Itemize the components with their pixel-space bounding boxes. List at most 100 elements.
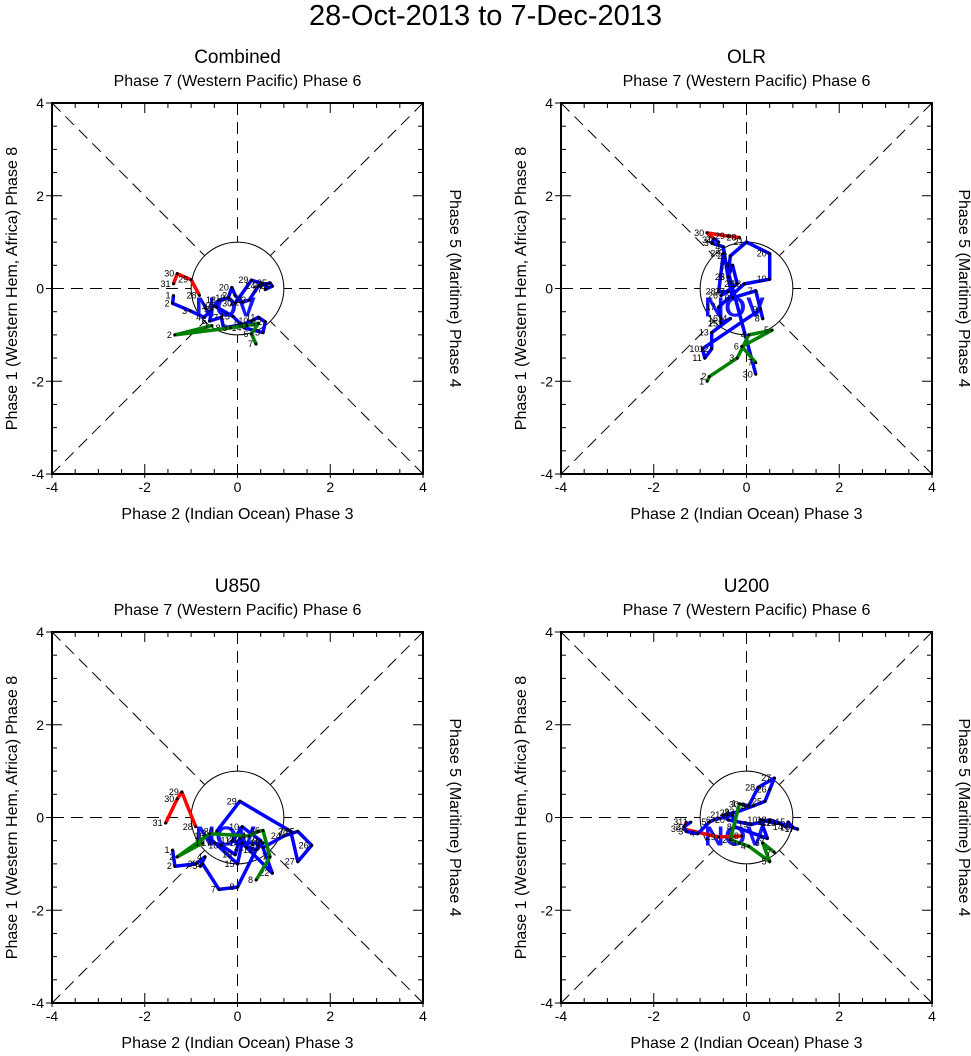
day-label: 16 [708,314,718,324]
data-point [756,785,760,789]
circle-fill [191,242,284,335]
day-label: 28 [729,831,739,841]
day-label: 6 [725,293,730,303]
day-label: 13 [250,328,260,338]
day-label: 29 [706,832,716,842]
y-tick-label: 0 [545,810,553,826]
data-point [197,293,201,297]
day-label: 1 [165,290,170,300]
data-point [710,347,714,351]
day-label: 10 [238,316,248,326]
day-label: 2 [706,234,711,244]
data-point [175,855,179,859]
day-label: 11 [221,836,230,846]
y-tick-label: 2 [36,188,44,204]
data-point [194,825,198,829]
day-label: 9 [759,833,764,843]
day-label: 12 [699,344,709,354]
data-point [254,878,258,882]
data-point [226,296,230,300]
day-label: 4 [241,831,246,841]
trajectory-oct [164,790,198,828]
data-point [201,862,205,866]
day-label: 26 [259,281,269,291]
data-point [751,804,755,808]
data-point [768,818,772,822]
x-tick-label: -2 [648,1008,661,1024]
data-point [710,331,714,335]
day-label: 23 [724,807,734,817]
data-point [198,864,202,868]
day-label: 7 [213,312,218,322]
y-tick-label: 4 [545,624,553,640]
day-label: 8 [727,822,732,832]
day-label: 6 [202,316,207,326]
data-point [194,862,198,866]
data-point [717,240,721,244]
data-point [233,293,237,297]
x-tick-label: 0 [743,1008,751,1024]
data-point [738,841,742,845]
diagonal-dashed-line [560,631,933,1004]
trajectory-nov [700,237,772,375]
data-point [707,820,711,824]
day-label: 29 [736,801,746,811]
day-label: 6 [195,859,200,869]
day-label: 28 [186,290,196,300]
day-label: 3 [223,323,228,333]
data-point [296,860,300,864]
data-point [210,307,214,311]
diagonal-dashed-line [51,102,424,475]
day-label: 24 [740,801,750,811]
data-point [754,361,758,365]
day-label: 28 [253,280,263,290]
data-point [217,887,221,891]
day-label: 20 [715,815,725,825]
trajectory-oct [705,231,740,242]
data-point [208,832,212,836]
day-label: 3 [182,306,187,316]
data-point [731,263,735,267]
day-label: 23 [715,272,725,282]
data-point [270,284,274,288]
diagonal-dashed-line [560,102,933,475]
x-tick-label: 0 [234,1008,242,1024]
day-label: 5 [720,272,725,282]
day-label: 18 [208,840,218,850]
x-tick-label: 0 [743,479,751,495]
day-label: 3 [202,829,207,839]
diagonal-dashed-line [51,102,424,475]
y-tick-label: -2 [32,373,45,389]
day-label: 21 [222,290,232,300]
data-point [249,319,253,323]
day-label: 28 [278,826,288,836]
data-point [705,231,709,235]
data-point [231,839,235,843]
y-tick-label: 4 [36,624,44,640]
day-label: 21 [710,810,720,820]
day-label: 9 [752,304,757,314]
diagonal-dashed-line [51,631,424,1004]
day-label: 30 [204,826,214,836]
x-tick-label: 4 [928,479,936,495]
data-point [249,332,253,336]
data-point [728,317,732,321]
day-label: 30 [164,269,174,279]
y-tick-label: -4 [541,995,554,1011]
day-label: 2 [167,861,172,871]
data-point [247,834,251,838]
data-point [712,818,716,822]
x-tick-label: -2 [139,479,152,495]
data-point [263,320,267,324]
data-point [786,820,790,824]
data-point [238,836,242,840]
data-point [740,834,744,838]
day-label: 22 [720,808,730,818]
data-point [164,821,168,825]
data-point [256,284,260,288]
data-point [236,862,239,866]
day-label: 10 [747,815,757,825]
panel-u850: U850 Phase 7 (Western Pacific) Phase 6 Pha… [4,576,463,1052]
data-point [684,829,688,833]
data-point [201,841,205,845]
